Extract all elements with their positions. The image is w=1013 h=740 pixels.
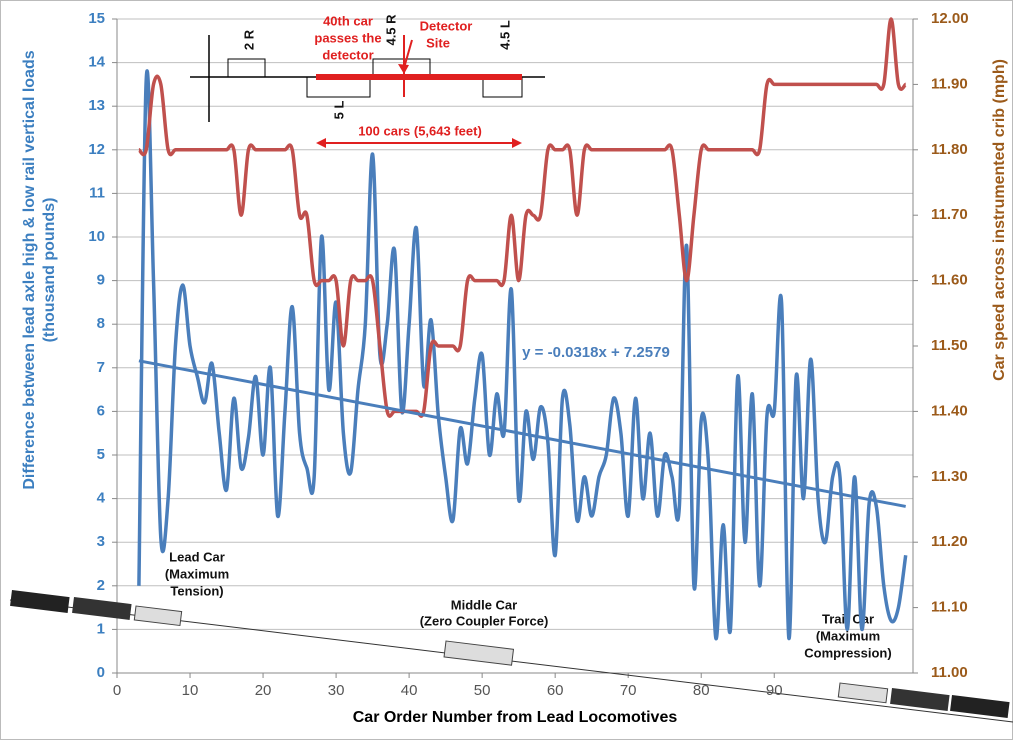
- series-line: [137, 69, 908, 640]
- series-line: [137, 17, 908, 418]
- y-tick-label: 0: [97, 664, 105, 681]
- curve-step: [482, 77, 523, 98]
- y2-tick-label: 11.40: [931, 402, 968, 419]
- y-tick-label: 9: [97, 272, 105, 289]
- y2-axis-title: Car speed across instrumented crib (mph): [991, 59, 1008, 381]
- car40-label: detector: [322, 47, 373, 62]
- trail-label: Compression): [804, 645, 891, 660]
- locomotive: [72, 596, 132, 620]
- locomotive: [890, 687, 950, 711]
- y-tick-label: 5: [97, 446, 105, 463]
- y2-tick-label: 11.30: [931, 468, 968, 485]
- inset-label: 4.5 L: [497, 20, 512, 50]
- arrow-head: [316, 138, 326, 148]
- inset-diagram: 2 R 5 L 4.5 R 4.5 L 40th car passes the …: [190, 13, 545, 148]
- span-label: 100 cars (5,643 feet): [358, 123, 482, 138]
- locomotive: [950, 695, 1010, 718]
- y-tick-label: 1: [97, 620, 105, 637]
- x-tick-label: 40: [401, 682, 418, 699]
- x-axis-title: Car Order Number from Lead Locomotives: [353, 709, 678, 726]
- y-axis-title: Difference between lead axle high & low …: [21, 50, 38, 489]
- curve-step: [227, 58, 266, 77]
- y2-tick-label: 11.00: [931, 664, 968, 681]
- detector-label: Detector: [420, 18, 473, 33]
- car40-label: passes the: [314, 30, 381, 45]
- car40-label: 40th car: [323, 13, 373, 28]
- arrow: [403, 39, 413, 69]
- x-tick-label: 50: [474, 682, 491, 699]
- y2-tick-label: 12.00: [931, 10, 969, 27]
- car: [443, 640, 515, 666]
- y-axis-title: (thousand pounds): [41, 198, 58, 343]
- x-tick-label: 90: [766, 682, 783, 699]
- detector-label: Site: [426, 35, 450, 50]
- y2-tick-label: 11.90: [931, 75, 968, 92]
- curve-step: [372, 58, 431, 77]
- arrow-head: [398, 64, 409, 74]
- y-tick-label: 8: [97, 315, 105, 332]
- x-tick-label: 10: [182, 682, 199, 699]
- y2-tick-label: 11.10: [931, 599, 968, 616]
- y-tick-label: 11: [89, 184, 105, 201]
- y-tick-label: 7: [97, 359, 105, 376]
- y-tick-label: 12: [88, 141, 105, 158]
- train-illustration: [9, 590, 1013, 723]
- x-tick-label: 80: [693, 682, 710, 699]
- y2-tick-label: 11.70: [931, 206, 968, 223]
- x-tick-label: 0: [113, 682, 121, 699]
- trail-label: (Maximum: [816, 628, 880, 643]
- middle-label: (Zero Coupler Force): [420, 613, 549, 628]
- x-tick-label: 30: [328, 682, 345, 699]
- inset-label: 2 R: [241, 29, 256, 50]
- x-tick-label: 20: [255, 682, 272, 699]
- middle-label: Middle Car: [451, 597, 517, 612]
- curve-step: [306, 77, 371, 98]
- y2-tick-label: 11.80: [931, 141, 968, 158]
- inset-label: 4.5 R: [383, 14, 398, 46]
- y-tick-label: 4: [97, 490, 106, 507]
- y-tick-label: 15: [88, 10, 105, 27]
- annotations: Lead Car (Maximum Tension) Middle Car (Z…: [165, 549, 892, 660]
- inset-label: 5 L: [331, 101, 346, 120]
- arrow-head: [512, 138, 522, 148]
- y-tick-label: 3: [97, 533, 105, 550]
- y-tick-label: 6: [97, 402, 105, 419]
- lead-label: Tension): [170, 583, 223, 598]
- y2-tick-label: 11.20: [931, 533, 968, 550]
- trendline-label: y = -0.0318x + 7.2579: [522, 344, 670, 361]
- y-tick-label: 13: [88, 97, 105, 114]
- trendline: [138, 359, 906, 508]
- car: [837, 682, 889, 704]
- y-tick-label: 14: [88, 54, 105, 71]
- locomotive: [10, 590, 70, 613]
- x-tick-label: 70: [620, 682, 637, 699]
- car: [133, 605, 183, 627]
- y2-tick-label: 11.50: [931, 337, 968, 354]
- lead-label: Lead Car: [169, 549, 225, 564]
- y2-tick-label: 11.60: [931, 272, 968, 289]
- x-tick-label: 60: [547, 682, 564, 699]
- lead-label: (Maximum: [165, 566, 229, 581]
- y-tick-label: 2: [97, 577, 105, 594]
- grid: [112, 18, 918, 678]
- y-tick-label: 10: [88, 228, 105, 245]
